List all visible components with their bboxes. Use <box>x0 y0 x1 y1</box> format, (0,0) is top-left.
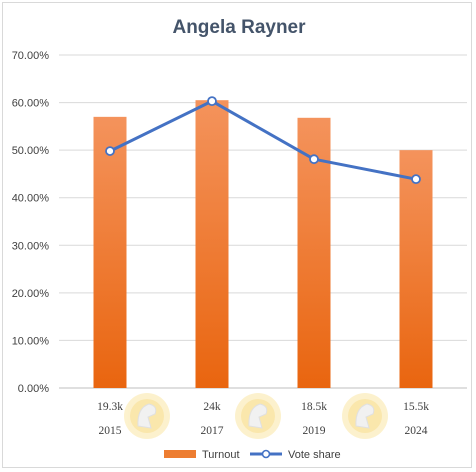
vote-share-point-2024 <box>411 174 421 185</box>
y-tick-label: 50.00% <box>12 145 50 157</box>
category-sublabel: 18.5k <box>301 401 327 413</box>
turnout-bar-2024 <box>399 150 433 388</box>
y-tick-label: 40.00% <box>12 193 50 205</box>
watermark-emblem-icon <box>342 393 388 439</box>
y-tick-label: 10.00% <box>12 335 50 347</box>
vote-share-point-2015 <box>105 146 115 156</box>
chart: Angela Rayner 0.00% 10.00% 20.00% 30.00% 40.… <box>12 17 467 461</box>
legend-swatch-turnout <box>164 450 196 458</box>
y-tick-label: 70.00% <box>12 50 50 62</box>
y-tick-label: 30.00% <box>12 240 50 252</box>
chart-title: Angela Rayner <box>172 17 306 38</box>
chart-frame: Angela Rayner 0.00% 10.00% 20.00% 30.00% 40.… <box>2 2 472 468</box>
vote-share-point-2017 <box>207 96 217 107</box>
y-tick-label: 60.00% <box>12 98 50 110</box>
category-sublabel: 19.3k <box>97 401 123 413</box>
watermark-emblem-icon <box>124 393 170 439</box>
y-tick-label: 0.00% <box>18 383 49 395</box>
category-label: 2017 <box>201 425 224 437</box>
turnout-bar-2015 <box>93 116 127 388</box>
category-label: 2024 <box>405 425 428 437</box>
vote-share-line <box>109 99 417 181</box>
category-label: 2015 <box>99 425 122 437</box>
legend-label-vote-share: Vote share <box>288 449 341 461</box>
watermark-emblem-icon <box>235 393 281 439</box>
legend-item-vote-share: Vote share <box>250 449 341 461</box>
category-sublabel: 15.5k <box>403 401 429 413</box>
legend-marker-vote-share <box>261 449 271 459</box>
vote-share-point-2019 <box>309 154 319 165</box>
legend-label-turnout: Turnout <box>202 449 240 461</box>
category-sublabel: 24k <box>203 401 221 413</box>
y-tick-label: 20.00% <box>12 288 50 300</box>
category-label: 2019 <box>303 425 326 437</box>
turnout-bar-2017 <box>195 100 229 388</box>
legend-item-turnout: Turnout <box>164 449 240 461</box>
